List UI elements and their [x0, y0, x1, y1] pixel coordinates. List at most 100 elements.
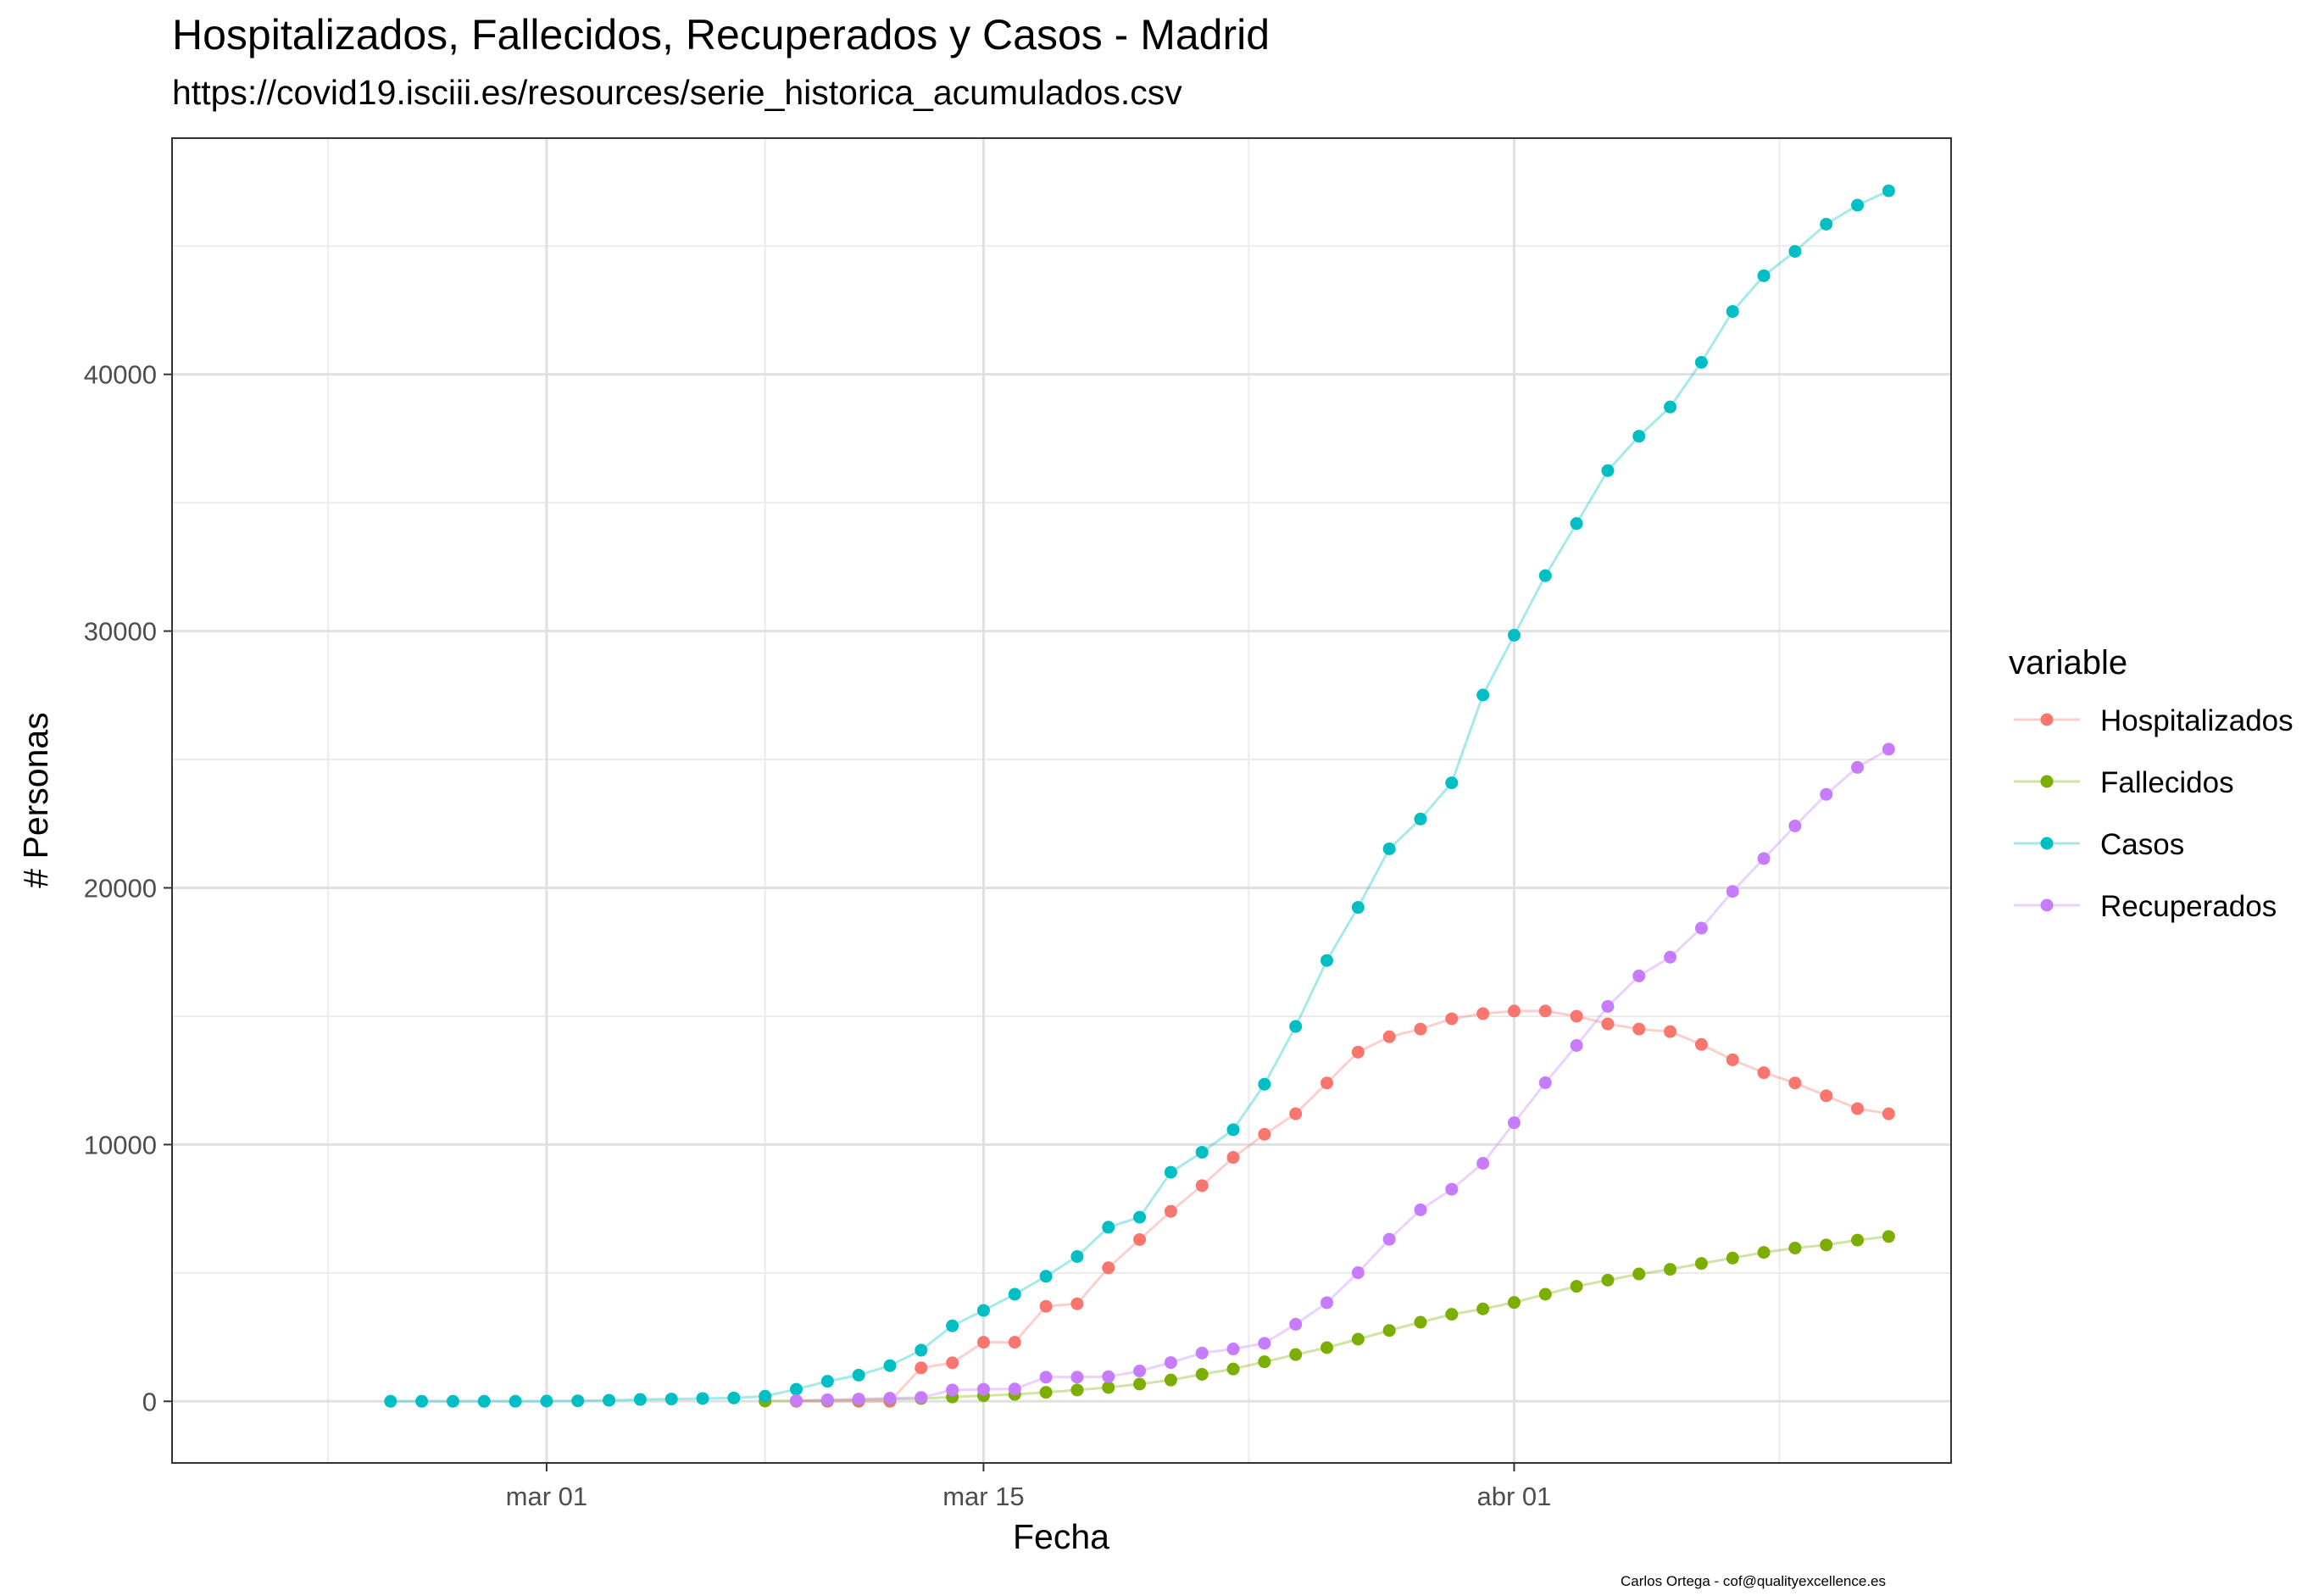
data-point-casos: [696, 1392, 709, 1405]
data-point-hospitalizados: [1694, 1037, 1708, 1051]
x-axis: mar 01 mar 15 abr 01: [506, 1463, 1552, 1511]
data-point-hospitalizados: [1226, 1151, 1240, 1165]
data-point-casos: [1414, 812, 1427, 826]
y-axis-title: # Personas: [16, 712, 55, 887]
data-point-fallecidos: [1164, 1373, 1177, 1387]
data-point-recuperados: [1507, 1116, 1521, 1130]
data-point-fallecidos: [1820, 1238, 1833, 1252]
legend-label: Fallecidos: [2100, 766, 2234, 799]
data-point-recuperados: [1195, 1346, 1209, 1360]
data-point-hospitalizados: [1726, 1053, 1739, 1066]
data-point-recuperados: [1414, 1203, 1427, 1216]
data-point-fallecidos: [1070, 1383, 1084, 1397]
legend-key-casos: [2014, 837, 2080, 850]
data-point-casos: [789, 1382, 803, 1396]
data-point-fallecidos: [1445, 1308, 1459, 1321]
data-point-recuperados: [1601, 999, 1615, 1013]
y-tick-label: 40000: [84, 360, 157, 390]
data-point-hospitalizados: [1382, 1030, 1396, 1043]
data-point-fallecidos: [1632, 1267, 1646, 1281]
data-point-hospitalizados: [1538, 1004, 1552, 1018]
legend-label: Recuperados: [2100, 890, 2277, 923]
y-tick-label: 0: [142, 1387, 157, 1416]
data-point-fallecidos: [1882, 1230, 1895, 1243]
data-point-casos: [1476, 688, 1490, 702]
chart-title: Hospitalizados, Fallecidos, Recuperados …: [172, 11, 1270, 58]
y-axis: 0 10000 20000 30000 40000: [84, 360, 172, 1416]
data-point-casos: [1632, 430, 1646, 443]
data-point-casos: [1788, 245, 1802, 259]
data-point-casos: [540, 1394, 553, 1408]
data-point-fallecidos: [1195, 1367, 1209, 1381]
data-point-recuperados: [1445, 1182, 1459, 1196]
data-point-casos: [477, 1394, 491, 1408]
data-point-fallecidos: [1321, 1341, 1334, 1354]
data-point-fallecidos: [1351, 1332, 1365, 1346]
data-point-casos: [1757, 269, 1771, 282]
legend-item-hospitalizados: Hospitalizados: [2009, 703, 2294, 765]
data-point-fallecidos: [1039, 1386, 1053, 1399]
data-point-hospitalizados: [946, 1356, 959, 1370]
legend-title: variable: [2009, 644, 2128, 681]
data-point-recuperados: [1632, 969, 1646, 982]
x-tick-label: abr 01: [1477, 1482, 1552, 1511]
data-point-casos: [1882, 184, 1895, 197]
grid-major: [172, 138, 1951, 1463]
data-point-hospitalizados: [1788, 1076, 1802, 1090]
data-point-casos: [1820, 217, 1833, 231]
series-line-fallecidos: [765, 1235, 1889, 1403]
data-point-fallecidos: [1664, 1263, 1677, 1276]
legend-key-fallecidos: [2014, 775, 2080, 788]
data-point-recuperados: [1664, 950, 1677, 964]
x-tick-label: mar 15: [942, 1482, 1024, 1511]
data-point-casos: [1258, 1077, 1271, 1091]
legend: variable Hospitalizados Fallecidos Casos Re…: [2009, 644, 2294, 950]
data-point-recuperados: [1321, 1296, 1334, 1310]
data-point-hospitalizados: [1882, 1107, 1895, 1121]
data-point-casos: [1321, 954, 1334, 967]
data-point-casos: [446, 1394, 459, 1408]
data-point-fallecidos: [1382, 1324, 1396, 1337]
data-point-fallecidos: [1601, 1273, 1615, 1287]
data-point-casos: [1694, 355, 1708, 369]
data-point-recuperados: [1882, 742, 1895, 756]
data-point-hospitalizados: [1351, 1045, 1365, 1059]
data-point-recuperados: [1851, 760, 1865, 774]
data-point-hospitalizados: [1321, 1076, 1334, 1090]
data-point-hospitalizados: [1757, 1066, 1771, 1080]
data-point-casos: [664, 1393, 678, 1406]
grid-minor: [172, 138, 1951, 1463]
data-point-hospitalizados: [1507, 1004, 1521, 1018]
data-point-casos: [1226, 1123, 1240, 1137]
data-point-casos: [820, 1375, 834, 1388]
data-point-hospitalizados: [1820, 1089, 1833, 1103]
legend-label: Casos: [2100, 828, 2185, 861]
legend-label: Hospitalizados: [2100, 704, 2294, 737]
data-point-casos: [1039, 1270, 1053, 1283]
data-point-hospitalizados: [1289, 1107, 1303, 1121]
data-point-recuperados: [1382, 1232, 1396, 1246]
data-point-casos: [1070, 1249, 1084, 1263]
data-point-casos: [1851, 198, 1865, 212]
data-point-hospitalizados: [1164, 1204, 1177, 1218]
data-point-recuperados: [820, 1393, 834, 1406]
x-tick-label: mar 01: [506, 1482, 587, 1511]
data-point-casos: [915, 1343, 928, 1357]
data-point-hospitalizados: [1414, 1022, 1427, 1036]
data-point-casos: [1538, 569, 1552, 582]
legend-key-point: [2040, 775, 2054, 788]
data-point-fallecidos: [1757, 1246, 1771, 1260]
data-point-fallecidos: [1289, 1348, 1303, 1361]
legend-key-point: [2040, 713, 2054, 726]
data-point-casos: [1164, 1165, 1177, 1179]
data-point-casos: [603, 1393, 616, 1407]
x-axis-title: Fecha: [1013, 1517, 1109, 1556]
data-point-hospitalizados: [1102, 1261, 1115, 1275]
data-point-recuperados: [946, 1383, 959, 1397]
data-point-hospitalizados: [1601, 1017, 1615, 1031]
data-point-hospitalizados: [1570, 1009, 1583, 1023]
chart-subtitle: https://covid19.isciii.es/resources/seri…: [172, 73, 1182, 112]
data-point-casos: [1445, 776, 1459, 790]
data-point-recuperados: [1039, 1371, 1053, 1384]
